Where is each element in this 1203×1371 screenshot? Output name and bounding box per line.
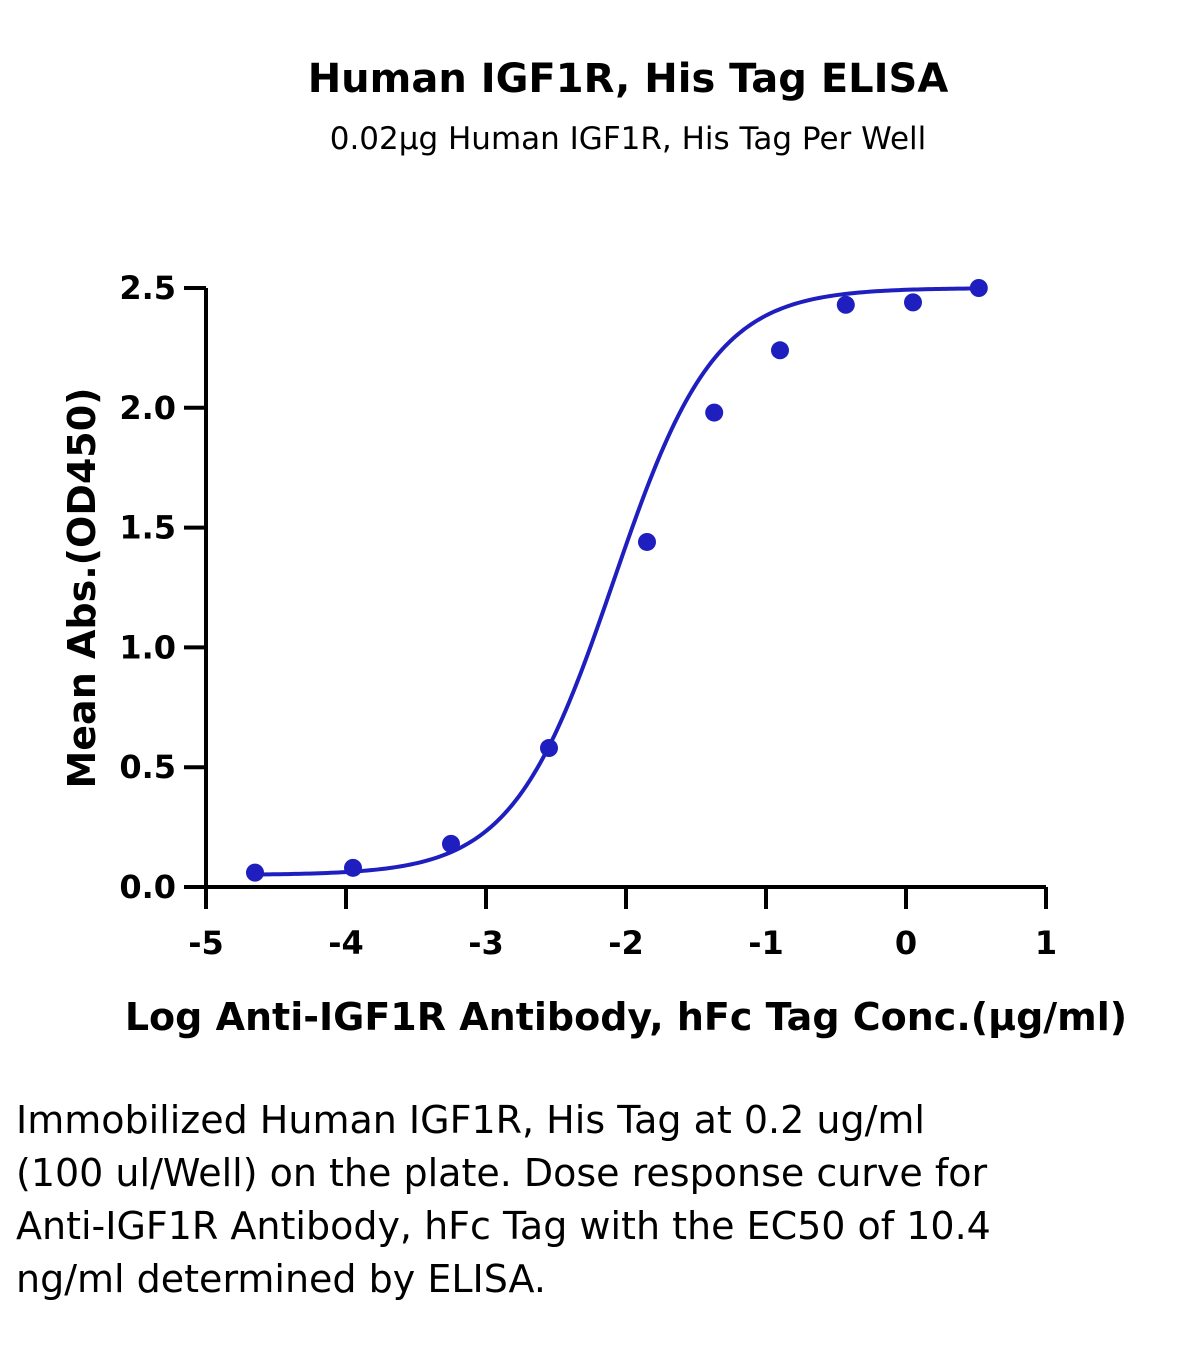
- data-point: [705, 403, 724, 422]
- y-tick-label: 1.5: [119, 509, 176, 547]
- y-tick-label: 1.0: [119, 628, 176, 666]
- x-tick-label: 0: [895, 924, 917, 962]
- data-point: [904, 293, 922, 312]
- y-tick-label: 2.5: [119, 269, 176, 307]
- y-tick-label: 0.5: [119, 748, 176, 786]
- chart-title: Human IGF1R, His Tag ELISA: [308, 56, 949, 102]
- x-tick-label: -1: [748, 924, 784, 962]
- data-point: [969, 279, 988, 297]
- x-tick-label: -5: [188, 924, 224, 962]
- data-point: [246, 863, 264, 882]
- data-point: [344, 858, 362, 877]
- data-point: [836, 295, 855, 314]
- y-axis-label: Mean Abs.(OD450): [60, 387, 104, 788]
- figure-caption: Immobilized Human IGF1R, His Tag at 0.2 …: [16, 1098, 991, 1301]
- x-tick-label: -3: [468, 924, 504, 962]
- fit-curve: [254, 286, 979, 877]
- y-tick-label: 2.0: [119, 389, 176, 427]
- x-tick-label: 1: [1035, 924, 1057, 962]
- axes: -5 -4 -3 -2 -1 0 1 0.0 0.5 1.0 1.5 2.0 2.5: [119, 269, 1057, 962]
- data-points: [246, 279, 988, 882]
- chart-subtitle: 0.02μg Human IGF1R, His Tag Per Well: [330, 121, 927, 157]
- data-point: [638, 532, 656, 551]
- y-tick-label: 0.0: [119, 868, 176, 906]
- data-point: [540, 739, 558, 758]
- data-point: [442, 834, 460, 853]
- x-tick-label: -2: [608, 924, 644, 962]
- data-point: [771, 341, 789, 360]
- x-axis-label: Log Anti-IGF1R Antibody, hFc Tag Conc.(μ…: [125, 995, 1127, 1039]
- x-tick-label: -4: [328, 924, 364, 962]
